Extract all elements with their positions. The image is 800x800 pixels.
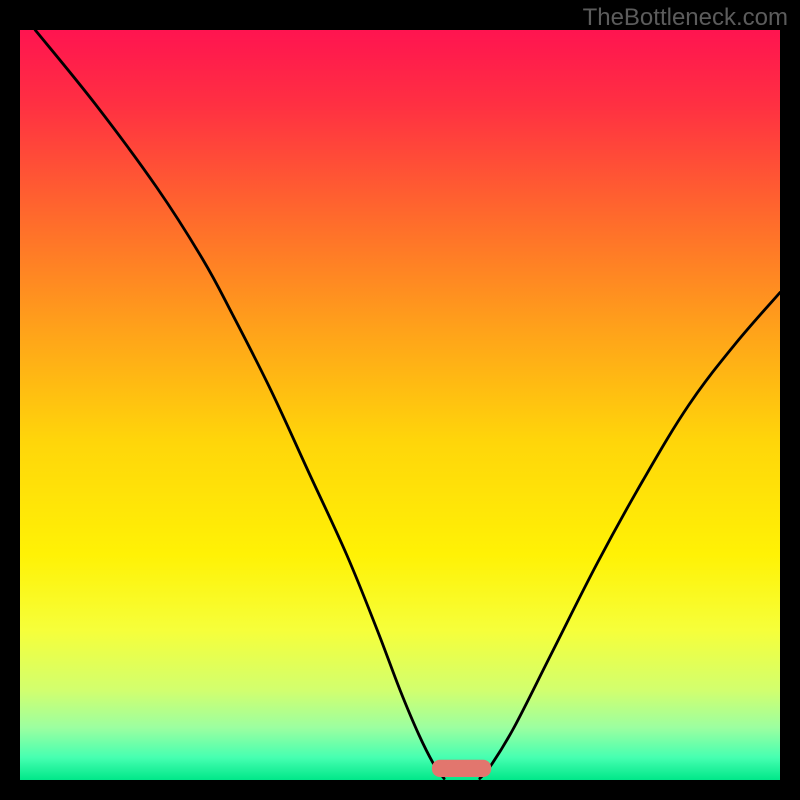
watermark-text: TheBottleneck.com [583, 4, 788, 32]
valley-marker [432, 760, 491, 777]
gradient-background [20, 30, 780, 780]
chart-svg [20, 30, 780, 780]
chart-frame: TheBottleneck.com [0, 0, 800, 800]
bottleneck-chart [20, 30, 780, 780]
